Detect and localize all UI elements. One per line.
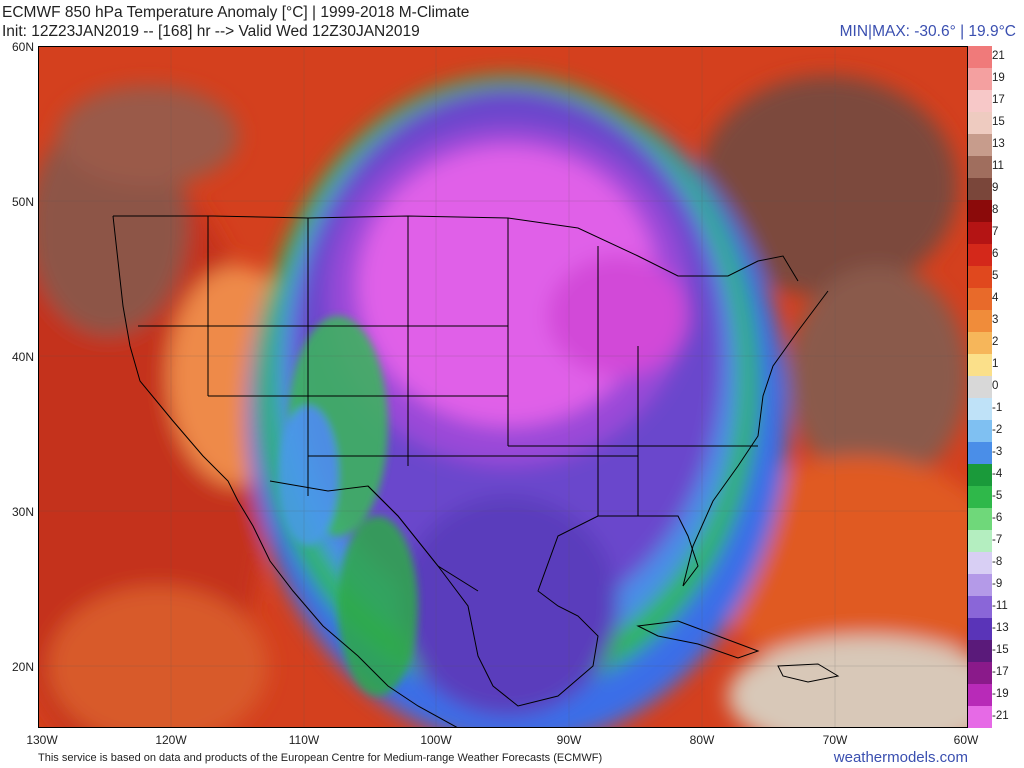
scale-label: -4 xyxy=(992,468,1003,480)
scale-swatch xyxy=(968,420,992,442)
scale-swatch xyxy=(968,662,992,684)
canada-west-brown xyxy=(58,86,238,186)
atlantic-coastline xyxy=(682,290,829,587)
pacific-coastline xyxy=(112,215,459,728)
state-lines xyxy=(138,216,758,516)
scale-label: 19 xyxy=(992,72,1005,84)
scale-swatch xyxy=(968,398,992,420)
scale-label: -1 xyxy=(992,402,1003,414)
scale-swatch xyxy=(968,46,992,68)
scale-swatch xyxy=(968,464,992,486)
us-canada-border xyxy=(113,215,799,282)
scale-label: 9 xyxy=(992,182,999,194)
scale-label: -9 xyxy=(992,578,1003,590)
scale-label: 21 xyxy=(992,50,1005,62)
scale-label: 4 xyxy=(992,292,999,304)
scale-swatch xyxy=(968,68,992,90)
scale-label: 0 xyxy=(992,380,999,392)
scale-swatch xyxy=(968,134,992,156)
scale-swatch xyxy=(968,684,992,706)
scale-label: -19 xyxy=(992,688,1009,700)
lat-label-40n: 40N xyxy=(11,350,34,364)
lon-label-90w: 90W xyxy=(556,733,582,747)
scale-swatch xyxy=(968,222,992,244)
init-valid-line: Init: 12Z23JAN2019 -- [168] hr --> Valid… xyxy=(2,23,420,40)
scale-swatch xyxy=(968,442,992,464)
lon-label-80w: 80W xyxy=(689,733,715,747)
scale-swatch xyxy=(968,640,992,662)
scale-label: -17 xyxy=(992,666,1009,678)
scale-label: -8 xyxy=(992,556,1003,568)
scale-label: 2 xyxy=(992,336,999,348)
scale-swatch xyxy=(968,178,992,200)
scale-label: 13 xyxy=(992,138,1005,150)
caribbean-neutral xyxy=(728,636,968,728)
ecmwf-attribution: This service is based on data and produc… xyxy=(38,752,603,764)
scale-swatch xyxy=(968,596,992,618)
great-lakes-core xyxy=(548,256,688,376)
scale-label: -15 xyxy=(992,644,1009,656)
scale-label: -5 xyxy=(992,490,1003,502)
scale-label: -7 xyxy=(992,534,1003,546)
scale-swatch xyxy=(968,574,992,596)
scale-label: 5 xyxy=(992,270,999,282)
scale-swatch xyxy=(968,90,992,112)
scale-swatch xyxy=(968,332,992,354)
scale-label: -13 xyxy=(992,622,1009,634)
scale-swatch xyxy=(968,288,992,310)
lon-label-70w: 70W xyxy=(822,733,848,747)
scale-swatch xyxy=(968,530,992,552)
lon-label-100w: 100W xyxy=(420,733,452,747)
scale-label: 7 xyxy=(992,226,999,238)
scale-swatch xyxy=(968,618,992,640)
mexico-green xyxy=(338,516,418,696)
scale-label: -21 xyxy=(992,710,1009,722)
scale-label: -3 xyxy=(992,446,1003,458)
atlantic-brown xyxy=(788,266,968,486)
map-title: ECMWF 850 hPa Temperature Anomaly [°C] |… xyxy=(2,4,470,21)
lon-label-130w: 130W xyxy=(26,733,58,747)
anomaly-map xyxy=(38,46,968,728)
scale-label: 11 xyxy=(992,160,1004,172)
scale-swatch xyxy=(968,156,992,178)
scale-label: 1 xyxy=(992,358,999,370)
scale-label: -2 xyxy=(992,424,1003,436)
scale-swatch xyxy=(968,508,992,530)
scale-swatch xyxy=(968,244,992,266)
scale-swatch xyxy=(968,310,992,332)
lat-label-20n: 20N xyxy=(11,660,34,674)
gulf-coastline xyxy=(367,485,699,707)
scale-label: 3 xyxy=(992,314,999,326)
scale-swatch xyxy=(968,376,992,398)
scale-swatch xyxy=(968,354,992,376)
scale-swatch xyxy=(968,486,992,508)
mexico-us-border xyxy=(269,480,479,592)
scale-swatch xyxy=(968,266,992,288)
scale-label: 15 xyxy=(992,116,1005,128)
lon-label-60w: 60W xyxy=(953,733,979,747)
color-scale-bar xyxy=(968,46,992,728)
west-pacific-south xyxy=(48,586,268,728)
gulf-cold-purple xyxy=(398,496,618,716)
east-canada-brown xyxy=(698,76,958,296)
min-max-readout: MIN|MAX: -30.6° | 19.9°C xyxy=(839,23,1016,40)
hispaniola-outline xyxy=(777,663,840,683)
scale-label: -11 xyxy=(992,600,1008,612)
lon-label-120w: 120W xyxy=(155,733,187,747)
scale-swatch xyxy=(968,112,992,134)
lat-label-30n: 30N xyxy=(11,505,34,519)
scale-label: -6 xyxy=(992,512,1003,524)
lon-label-110w: 110W xyxy=(288,733,320,747)
scale-label: 8 xyxy=(992,204,999,216)
scale-swatch xyxy=(968,706,992,728)
scale-label: 17 xyxy=(992,94,1005,106)
scale-swatch xyxy=(968,552,992,574)
scale-swatch xyxy=(968,200,992,222)
cuba-outline xyxy=(636,620,760,659)
lat-label-60n: 60N xyxy=(11,40,34,54)
scale-label: 6 xyxy=(992,248,999,260)
map-frame xyxy=(38,46,968,728)
brand-link[interactable]: weathermodels.com xyxy=(833,749,968,766)
lat-label-50n: 50N xyxy=(11,195,34,209)
